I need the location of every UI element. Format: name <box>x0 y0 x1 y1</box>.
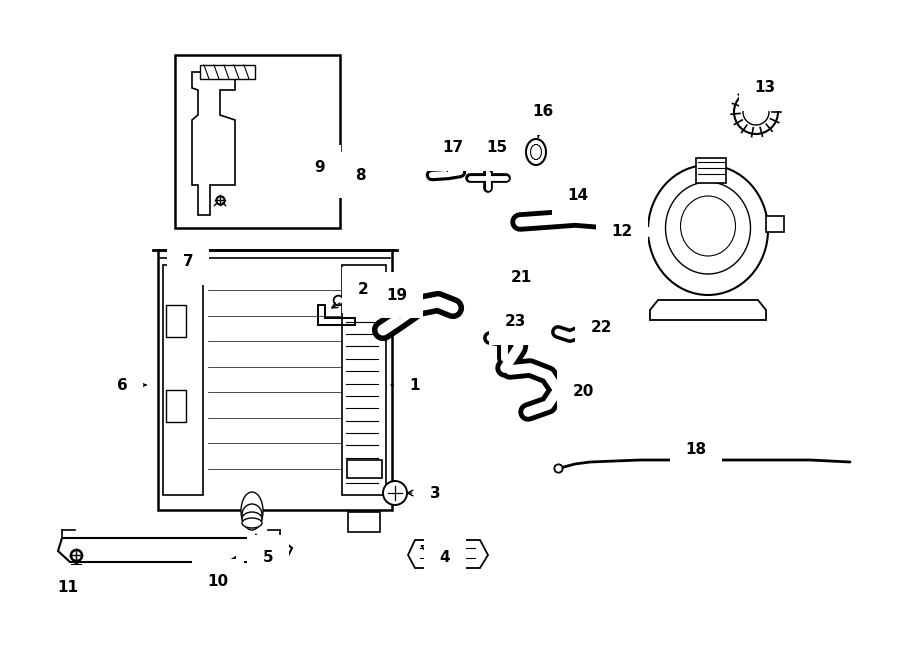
Ellipse shape <box>241 492 263 530</box>
Text: 17: 17 <box>443 141 464 171</box>
Text: 6: 6 <box>117 377 146 393</box>
Bar <box>166 390 186 422</box>
Text: 13: 13 <box>754 81 776 104</box>
Text: 22: 22 <box>579 321 612 337</box>
Text: 14: 14 <box>567 188 589 212</box>
Ellipse shape <box>242 518 262 528</box>
Bar <box>166 305 186 337</box>
Bar <box>158 250 392 510</box>
Ellipse shape <box>530 145 542 159</box>
Circle shape <box>383 481 407 505</box>
Text: 20: 20 <box>557 379 594 399</box>
Text: 23: 23 <box>504 315 526 334</box>
Text: 1: 1 <box>392 377 420 393</box>
Text: 12: 12 <box>611 225 634 245</box>
Text: 15: 15 <box>486 141 508 172</box>
Bar <box>163 265 203 495</box>
Text: 8: 8 <box>332 167 365 182</box>
Ellipse shape <box>665 182 751 274</box>
Text: 5: 5 <box>256 534 274 566</box>
Text: 16: 16 <box>533 104 554 137</box>
Bar <box>347 460 382 478</box>
Text: 3: 3 <box>408 485 440 500</box>
Text: 21: 21 <box>510 270 532 293</box>
Bar <box>175 55 340 228</box>
Ellipse shape <box>242 512 262 526</box>
Text: 19: 19 <box>386 288 408 318</box>
Bar <box>348 512 380 532</box>
Bar <box>766 216 784 232</box>
Ellipse shape <box>648 165 768 295</box>
Bar <box>696 158 726 183</box>
Bar <box>342 265 386 495</box>
Text: 11: 11 <box>58 570 78 596</box>
Text: 9: 9 <box>315 161 325 180</box>
Bar <box>200 65 255 79</box>
Text: 4: 4 <box>421 545 450 566</box>
Text: 7: 7 <box>183 254 202 270</box>
Ellipse shape <box>680 196 735 256</box>
Text: 18: 18 <box>686 442 706 465</box>
Text: 2: 2 <box>332 282 368 308</box>
Ellipse shape <box>242 504 262 526</box>
Text: 10: 10 <box>207 557 236 590</box>
Circle shape <box>743 99 769 125</box>
Circle shape <box>734 90 778 134</box>
Ellipse shape <box>526 139 546 165</box>
